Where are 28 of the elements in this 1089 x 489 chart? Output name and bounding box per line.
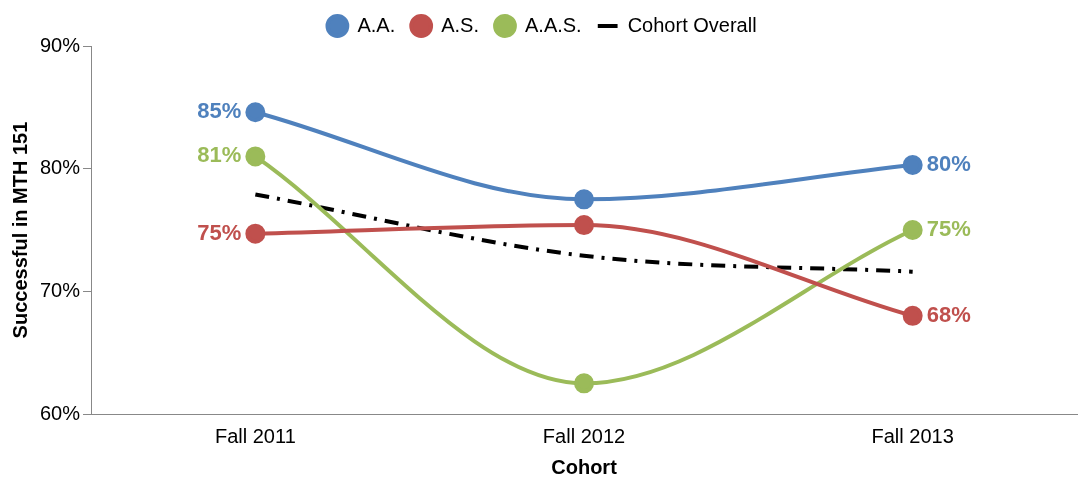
y-tick-label: 90% bbox=[40, 33, 81, 56]
point bbox=[902, 154, 923, 175]
point bbox=[245, 146, 266, 167]
point bbox=[902, 305, 923, 326]
data-label: 68% bbox=[926, 301, 971, 327]
data-label: 75% bbox=[926, 216, 971, 242]
point bbox=[574, 373, 595, 394]
point bbox=[245, 102, 266, 123]
point bbox=[574, 189, 595, 210]
x-axis-title: Cohort bbox=[551, 455, 618, 478]
legend-label: A.S. bbox=[441, 13, 479, 36]
data-label: 75% bbox=[197, 219, 242, 245]
point bbox=[574, 215, 595, 236]
legend-label: A.A. bbox=[357, 13, 396, 36]
legend-label: A.A.S. bbox=[524, 13, 582, 36]
data-label: 85% bbox=[197, 98, 242, 124]
data-label: 81% bbox=[197, 142, 242, 168]
x-tick-label: Fall 2013 bbox=[871, 424, 954, 447]
point bbox=[902, 220, 923, 240]
x-tick-label: Fall 2012 bbox=[542, 424, 626, 447]
point bbox=[245, 223, 266, 244]
legend-label: Cohort Overall bbox=[627, 13, 757, 36]
y-tick-label: 80% bbox=[40, 156, 81, 179]
x-tick-label: Fall 2011 bbox=[214, 424, 296, 447]
y-tick-label: 70% bbox=[40, 278, 81, 301]
data-label: 80% bbox=[926, 151, 971, 177]
y-tick-label: 60% bbox=[40, 401, 81, 424]
y-axis-title: Successful in MTH 151 bbox=[8, 121, 31, 339]
